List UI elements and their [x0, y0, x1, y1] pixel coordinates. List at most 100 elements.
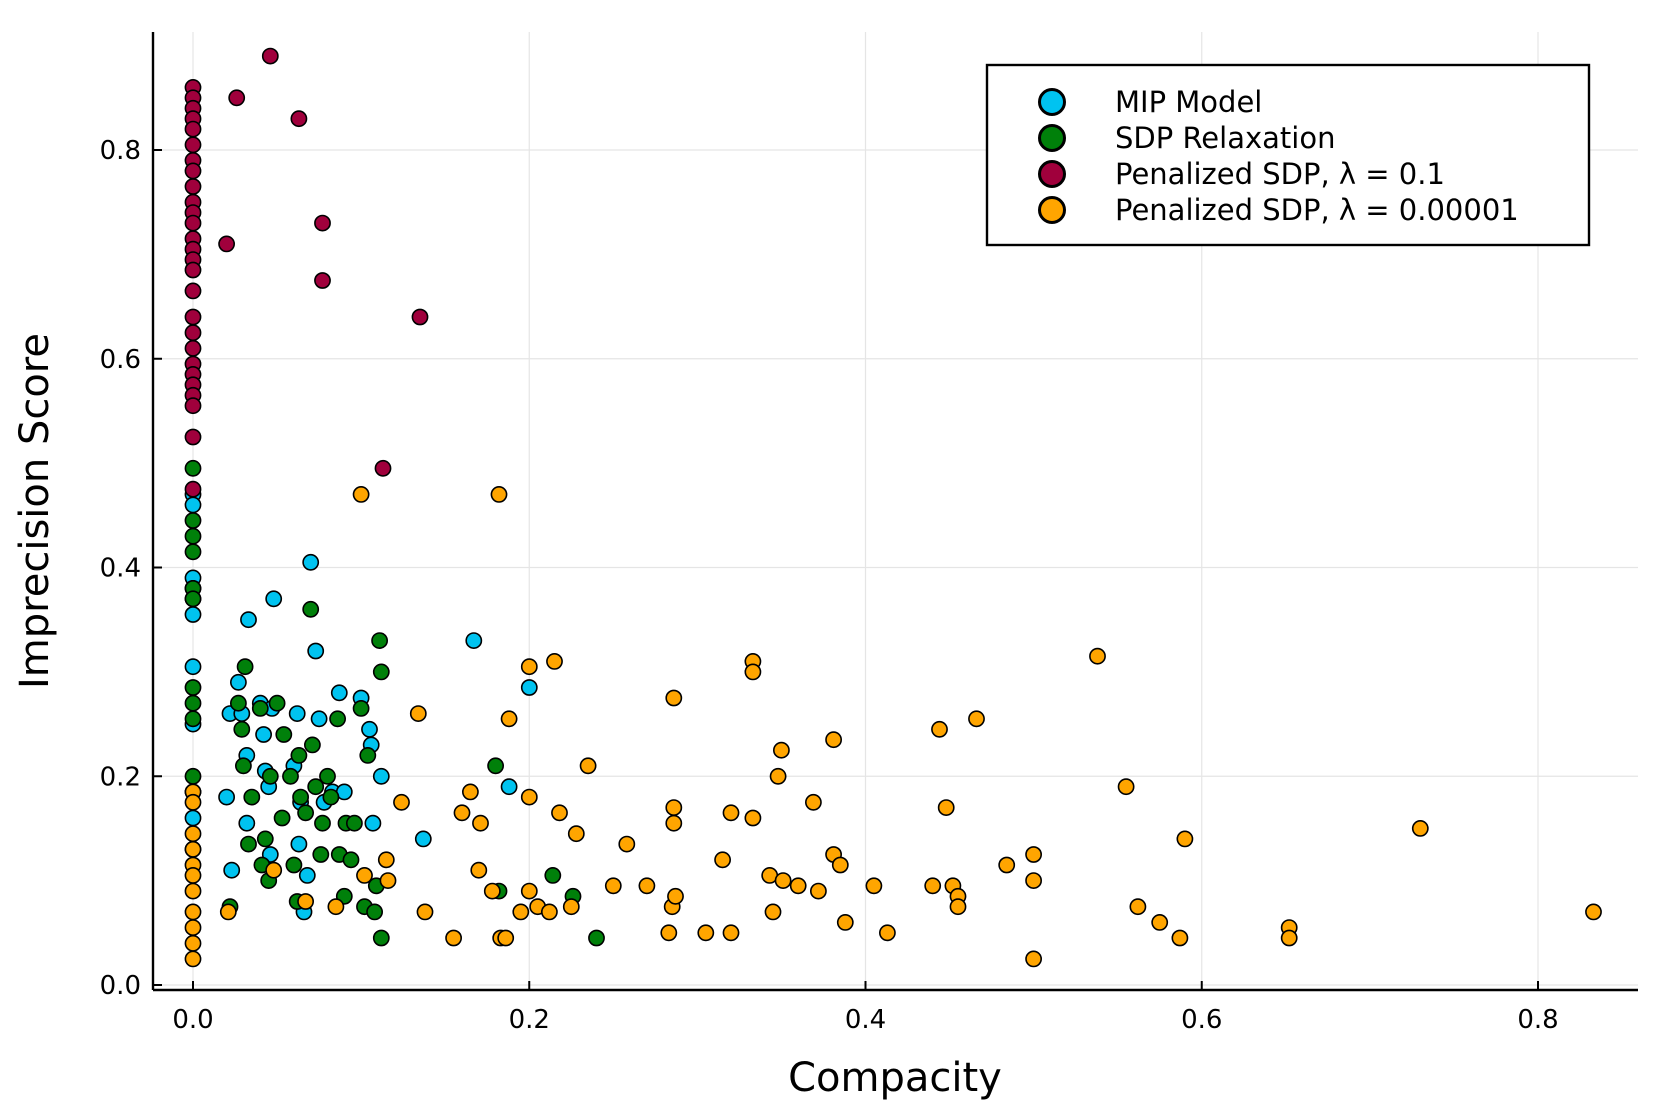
- data-point: [416, 903, 434, 921]
- legend-label: Penalized SDP, λ = 0.00001: [1115, 193, 1519, 227]
- data-point: [297, 804, 314, 822]
- data-point: [465, 632, 483, 649]
- y-axis-title: Imprecision Score: [12, 333, 58, 689]
- data-point: [879, 924, 896, 942]
- data-point: [924, 877, 942, 895]
- data-point: [184, 590, 202, 608]
- data-point: [836, 914, 854, 931]
- data-point: [184, 178, 202, 195]
- data-point: [483, 882, 501, 900]
- data-point: [240, 835, 257, 853]
- data-point: [184, 512, 202, 529]
- data-point: [236, 658, 254, 676]
- data-point: [1025, 872, 1042, 889]
- legend-label: SDP Relaxation: [1115, 121, 1335, 155]
- data-point: [377, 851, 395, 869]
- data-point: [218, 235, 235, 253]
- data-point: [352, 700, 370, 717]
- y-axis-ticks: 0.0 0.2 0.4 0.6 0.8: [100, 136, 162, 1001]
- data-point: [184, 694, 202, 712]
- data-point: [268, 694, 286, 712]
- data-point: [184, 840, 202, 858]
- data-point: [322, 788, 340, 806]
- data-point: [288, 705, 306, 722]
- data-point: [744, 663, 762, 681]
- data-point: [567, 825, 585, 843]
- data-point: [371, 632, 388, 649]
- data-point: [409, 705, 427, 722]
- data-point: [445, 929, 462, 947]
- data-point: [562, 898, 580, 916]
- legend-marker: [1038, 196, 1066, 224]
- data-point: [184, 214, 202, 232]
- data-point: [314, 214, 331, 232]
- y-tick-label: 0.6: [100, 345, 141, 375]
- data-point: [184, 459, 202, 477]
- x-axis-title: Compacity: [788, 1055, 1002, 1101]
- data-point: [184, 397, 202, 415]
- data-point: [352, 485, 370, 503]
- data-point: [261, 47, 279, 65]
- data-point: [184, 324, 202, 342]
- data-point: [342, 851, 360, 869]
- data-point: [372, 663, 390, 681]
- x-axis-ticks: 0.0 0.2 0.4 0.6 0.8: [172, 981, 1559, 1035]
- data-point: [805, 793, 822, 811]
- data-point: [314, 272, 331, 289]
- data-point: [184, 527, 202, 545]
- data-point: [665, 799, 683, 816]
- data-point: [497, 929, 515, 947]
- data-point: [273, 809, 291, 827]
- data-point: [500, 710, 518, 728]
- data-point: [345, 814, 363, 832]
- data-point: [372, 767, 390, 785]
- data-point: [234, 757, 252, 775]
- data-point: [298, 867, 316, 884]
- data-point: [290, 747, 308, 764]
- data-point: [667, 887, 684, 905]
- data-point: [660, 924, 678, 942]
- data-point: [184, 710, 202, 728]
- data-point: [329, 710, 346, 728]
- data-point: [184, 950, 202, 968]
- data-point: [1411, 820, 1429, 837]
- data-point: [184, 120, 202, 138]
- data-point: [275, 726, 293, 743]
- data-point: [722, 804, 740, 822]
- data-point: [228, 89, 246, 107]
- series-2: [184, 459, 605, 947]
- data-point: [327, 898, 345, 916]
- data-point: [520, 788, 538, 806]
- data-point: [229, 673, 247, 691]
- data-point: [618, 835, 636, 853]
- data-point: [184, 606, 202, 623]
- data-point: [366, 903, 383, 921]
- data-point: [184, 882, 202, 900]
- data-point: [261, 767, 279, 785]
- data-point: [218, 788, 235, 806]
- data-point: [303, 736, 321, 754]
- data-point: [1025, 846, 1042, 863]
- x-tick-label: 0.4: [845, 1005, 886, 1035]
- data-point: [588, 929, 605, 947]
- x-tick-label: 0.8: [1517, 1005, 1558, 1035]
- data-point: [579, 757, 597, 775]
- series-4: [184, 485, 1602, 968]
- y-tick-label: 0.2: [100, 762, 141, 792]
- data-point: [393, 793, 410, 811]
- data-point: [379, 872, 397, 889]
- data-point: [292, 788, 309, 806]
- legend-marker: [1038, 124, 1066, 152]
- data-point: [307, 778, 325, 796]
- data-point: [490, 485, 508, 503]
- data-point: [1280, 929, 1298, 947]
- data-point: [297, 893, 314, 910]
- legend-marker: [1038, 88, 1066, 116]
- data-point: [251, 700, 269, 717]
- data-point: [238, 814, 256, 832]
- data-points: [184, 47, 1602, 968]
- data-point: [500, 778, 518, 796]
- data-point: [949, 898, 967, 916]
